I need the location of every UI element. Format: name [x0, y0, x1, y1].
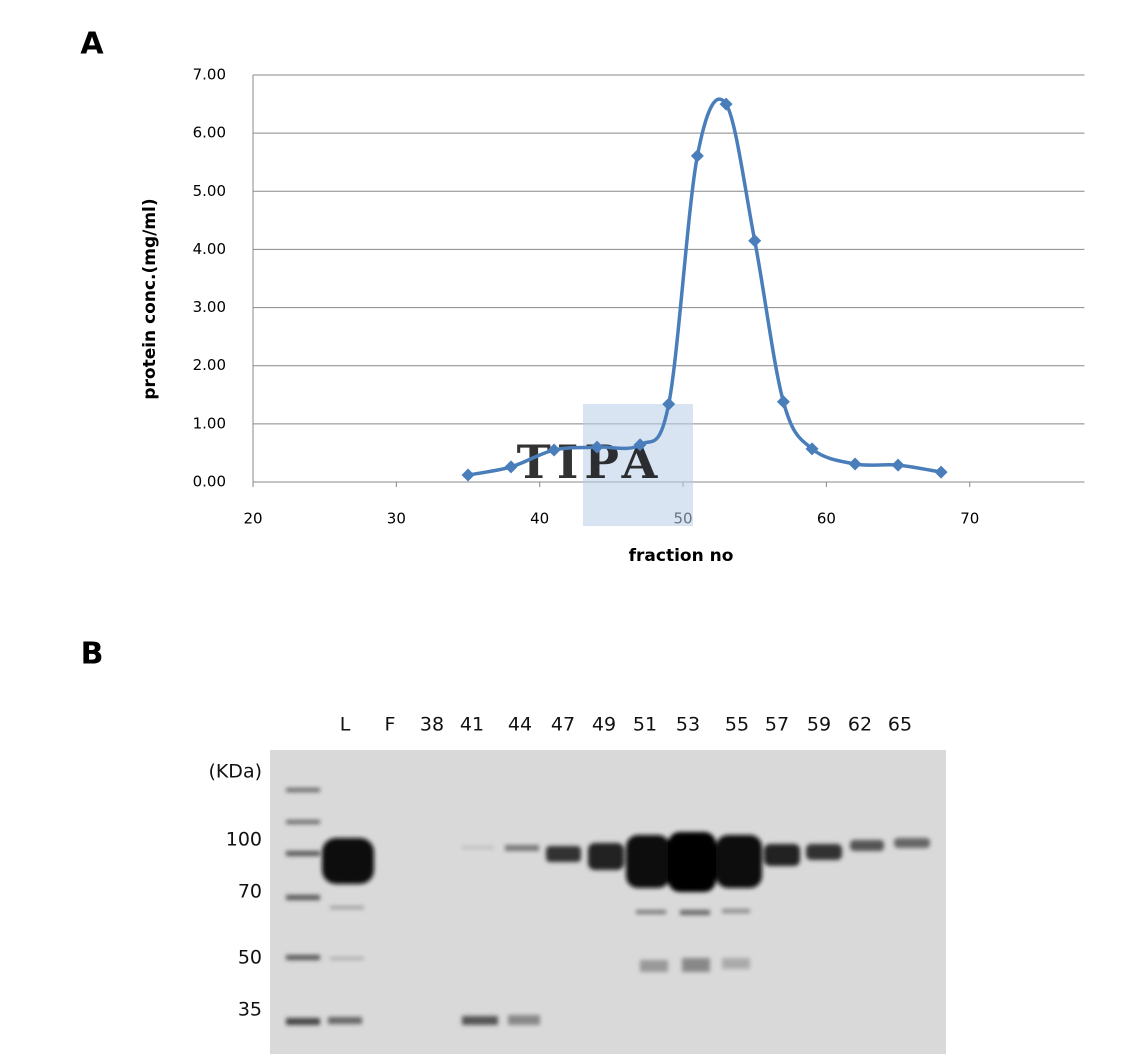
- lane-label: L: [340, 714, 351, 736]
- gel-labels: L F 38 41 44 47 49 51 53 55 57 59 62 65 (KDa) 100 70 50 35: [208, 714, 912, 1021]
- y-axis-title: protein conc.(mg/ml): [140, 198, 160, 399]
- lane-label: 41: [460, 714, 484, 736]
- lane-label: 38: [420, 714, 444, 736]
- lane-label: 55: [725, 714, 749, 736]
- data-point: [748, 234, 762, 248]
- data-point: [934, 465, 948, 479]
- lane-label: 62: [848, 714, 872, 736]
- panel-label: A: [80, 27, 104, 62]
- x-tick-label: 40: [530, 510, 549, 528]
- data-point: [805, 442, 819, 456]
- panel-label: B: [81, 637, 104, 672]
- data-point: [547, 443, 561, 457]
- marker-label: 50: [238, 947, 262, 969]
- data-point: [461, 468, 475, 482]
- y-tick-label: 0.00: [193, 473, 226, 491]
- x-tick-label: 30: [387, 510, 406, 528]
- gel-background: [270, 750, 946, 1054]
- watermark: TIPA: [517, 435, 664, 489]
- gel-image: [270, 750, 946, 1054]
- series-line: [467, 97, 942, 477]
- lane-label: 53: [676, 714, 700, 736]
- lane-label: 59: [807, 714, 831, 736]
- lane-label: 47: [551, 714, 575, 736]
- lane-label: 65: [888, 714, 912, 736]
- y-tick-label: 3.00: [193, 298, 226, 316]
- marker-label: 70: [238, 881, 262, 903]
- marker-label: 100: [226, 829, 262, 851]
- data-point: [776, 395, 790, 409]
- gel-bands: [286, 788, 930, 1025]
- data-point: [633, 438, 647, 452]
- watermark-shape: [583, 404, 693, 526]
- line-chart: 0.001.002.003.004.005.006.007.0020304050…: [140, 66, 1085, 566]
- data-point: [848, 457, 862, 471]
- x-tick-label: 70: [960, 510, 979, 528]
- y-tick-label: 6.00: [193, 124, 226, 142]
- data-point: [590, 440, 604, 454]
- unit-label: (KDa): [208, 761, 262, 783]
- lane-label: F: [385, 714, 396, 736]
- y-tick-label: 4.00: [193, 240, 226, 258]
- y-tick-label: 5.00: [193, 182, 226, 200]
- data-point: [504, 460, 518, 474]
- marker-label: 35: [238, 999, 262, 1021]
- y-tick-label: 7.00: [193, 66, 226, 84]
- data-point: [662, 397, 676, 411]
- lane-label: 57: [765, 714, 789, 736]
- x-tick-label: 60: [817, 510, 836, 528]
- lane-label: 49: [592, 714, 616, 736]
- data-point: [891, 458, 905, 472]
- lane-label: 44: [508, 714, 532, 736]
- data-point: [719, 97, 733, 111]
- data-point: [690, 149, 704, 163]
- lane-label: 51: [633, 714, 657, 736]
- x-axis-title: fraction no: [629, 546, 734, 566]
- y-tick-label: 2.00: [193, 356, 226, 374]
- y-tick-label: 1.00: [193, 414, 226, 432]
- x-tick-label: 20: [243, 510, 262, 528]
